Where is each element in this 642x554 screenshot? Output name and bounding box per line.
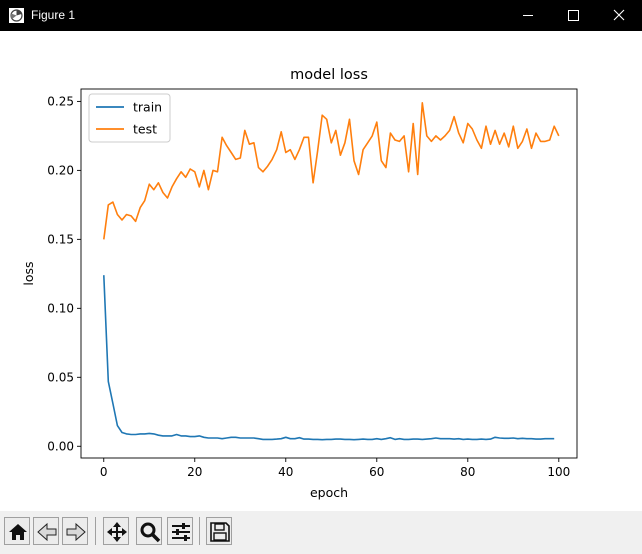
- legend-box: [88, 93, 171, 143]
- magnifier-icon: [140, 522, 161, 543]
- legend-label-train: train: [133, 100, 162, 115]
- y-tick-label: 0.00: [47, 439, 74, 453]
- y-axis-label: loss: [21, 261, 36, 285]
- toolbar-separator: [95, 517, 96, 545]
- close-button[interactable]: [596, 0, 642, 31]
- pan-button[interactable]: [103, 517, 129, 545]
- window-title: Figure 1: [31, 8, 76, 22]
- toolbar-separator: [199, 517, 200, 545]
- right-arrow-icon: [66, 522, 86, 542]
- left-arrow-icon: [37, 522, 57, 542]
- configure-subplots-button[interactable]: [167, 517, 193, 545]
- home-icon: [9, 524, 27, 540]
- x-tick-label: 100: [547, 465, 570, 479]
- x-tick-label: 0: [100, 465, 108, 479]
- forward-button[interactable]: [62, 517, 88, 545]
- plot-frame: [80, 88, 578, 459]
- legend-label-test: test: [133, 122, 157, 137]
- navigation-toolbar: [0, 511, 642, 554]
- app-icon: [9, 8, 24, 23]
- close-icon: [613, 9, 625, 21]
- save-button[interactable]: [206, 517, 232, 545]
- series-line-test: [103, 102, 560, 240]
- series-line-train: [103, 275, 555, 441]
- maximize-icon: [568, 10, 579, 21]
- chart-title: model loss: [290, 67, 368, 83]
- move-icon: [107, 522, 127, 542]
- x-tick-label: 60: [369, 465, 384, 479]
- zoom-button[interactable]: [136, 517, 162, 545]
- y-tick-label: 0.05: [47, 370, 74, 384]
- back-button[interactable]: [33, 517, 59, 545]
- minimize-icon: [523, 15, 533, 16]
- x-tick-label: 20: [187, 465, 202, 479]
- x-tick-label: 40: [278, 465, 293, 479]
- minimize-button[interactable]: [504, 0, 550, 31]
- sliders-icon: [172, 523, 190, 541]
- y-tick-label: 0.15: [47, 232, 74, 246]
- x-axis-label: epoch: [310, 485, 348, 500]
- y-tick-label: 0.10: [47, 301, 74, 315]
- maximize-button[interactable]: [550, 0, 596, 31]
- chart: 0 20 40 60 80 100 0.00 0.05 0.10 0.15 0.20 0.25 mode…: [21, 67, 578, 500]
- figure-canvas[interactable]: 0 20 40 60 80 100 0.00 0.05 0.10 0.15 0.20 0.25 mode…: [1, 31, 641, 511]
- y-tick-label: 0.25: [47, 94, 74, 108]
- floppy-icon: [210, 522, 230, 542]
- x-tick-label: 80: [460, 465, 475, 479]
- home-button[interactable]: [4, 517, 30, 545]
- y-tick-label: 0.20: [47, 163, 74, 177]
- title-bar: Figure 1: [0, 0, 642, 31]
